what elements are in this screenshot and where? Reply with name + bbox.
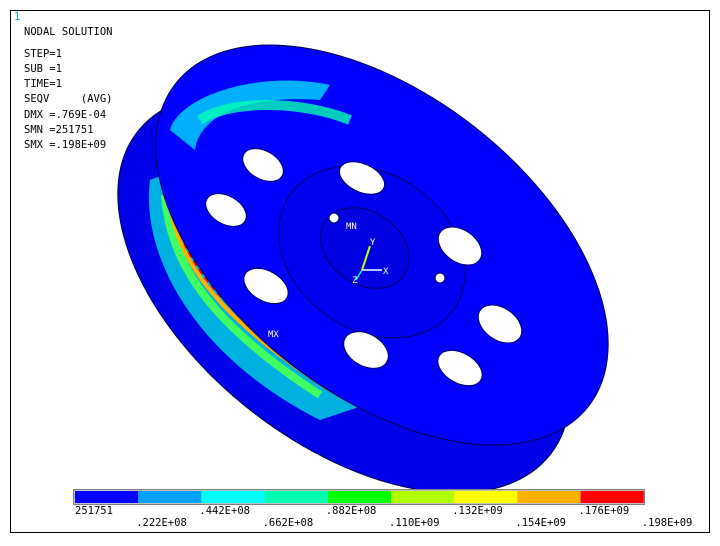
legend-label: .222E+08 bbox=[136, 517, 187, 529]
window-frame bbox=[10, 10, 710, 533]
hub-center bbox=[320, 207, 410, 289]
legend-label: 251751 bbox=[75, 505, 113, 517]
legend-label: .882E+08 bbox=[326, 505, 377, 517]
bolt-holes bbox=[205, 148, 523, 387]
max-label: MX bbox=[268, 330, 279, 340]
legend-swatch bbox=[327, 491, 391, 503]
face-stress-top bbox=[170, 80, 330, 150]
legend-swatch bbox=[264, 491, 328, 503]
wheel-model bbox=[117, 44, 609, 494]
legend-label: .442E+08 bbox=[199, 505, 250, 517]
legend-label: .132E+09 bbox=[452, 505, 503, 517]
legend-label: .198E+09 bbox=[642, 517, 693, 529]
min-label: MN bbox=[346, 222, 357, 232]
legend-swatch bbox=[454, 491, 518, 503]
legend-swatch bbox=[75, 491, 139, 503]
legend-swatch bbox=[580, 491, 644, 503]
legend: 251751 .222E+08 .442E+08 .662E+08 .882E+08 .1… bbox=[75, 491, 692, 529]
legend-swatch bbox=[138, 491, 202, 503]
triad bbox=[355, 245, 382, 281]
window-number: 1 bbox=[14, 11, 20, 23]
info-line: SEQV (AVG) bbox=[24, 93, 113, 105]
legend-label: .662E+08 bbox=[263, 517, 314, 529]
info-line: TIME=1 bbox=[24, 78, 62, 90]
axis-z-label: Z bbox=[352, 276, 358, 286]
legend-swatch bbox=[517, 491, 581, 503]
info-line: NODAL SOLUTION bbox=[24, 26, 113, 38]
axis-x-label: X bbox=[383, 267, 389, 277]
info-line: SUB =1 bbox=[24, 63, 62, 75]
legend-label: .176E+09 bbox=[579, 505, 630, 517]
legend-swatch bbox=[201, 491, 265, 503]
legend-swatch bbox=[391, 491, 455, 503]
info-line: SMN =251751 bbox=[24, 124, 94, 136]
axis-y-label: Y bbox=[370, 238, 376, 248]
legend-label: .110E+09 bbox=[389, 517, 440, 529]
face-stress-ring bbox=[197, 100, 352, 125]
info-line: SMX =.198E+09 bbox=[24, 139, 106, 151]
info-line: DMX =.769E-04 bbox=[24, 109, 106, 121]
info-line: STEP=1 bbox=[24, 48, 62, 60]
info-block: NODAL SOLUTION STEP=1 SUB =1 TIME=1 SEQV (AV… bbox=[24, 26, 113, 151]
legend-label: .154E+09 bbox=[515, 517, 566, 529]
rim-stress-green bbox=[161, 194, 323, 399]
